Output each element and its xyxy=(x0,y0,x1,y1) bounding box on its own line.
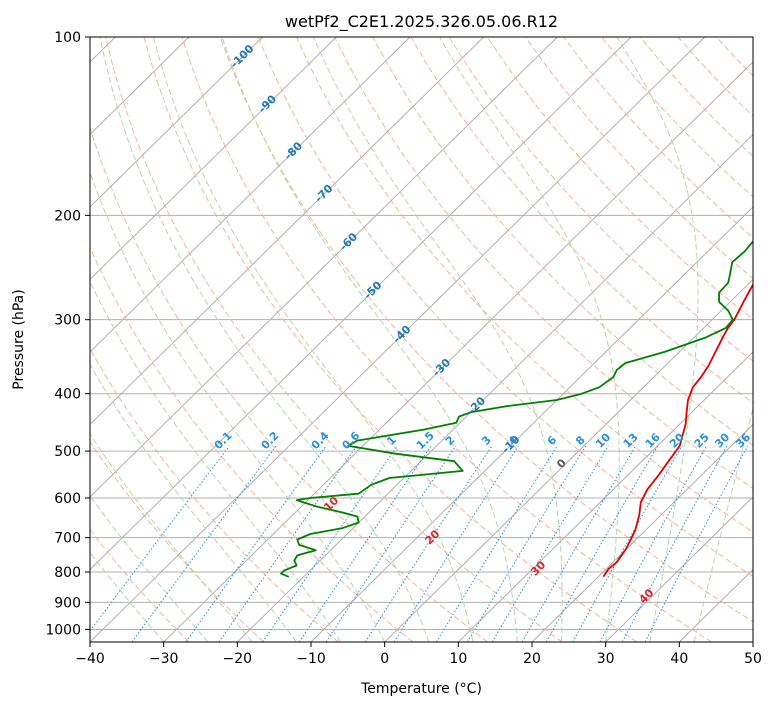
dry-adiabat-line xyxy=(90,440,264,642)
y-axis-label: Pressure (hPa) xyxy=(11,289,27,389)
moist-adiabat-line xyxy=(90,551,165,642)
dry-adiabat-line xyxy=(372,37,753,447)
axis-ticks: −40 −30 −20 −10 0 10 20 30 40 50 100 200 300 400 500 60… xyxy=(45,30,762,667)
isotherm-line xyxy=(310,206,753,642)
dry-adiabat-line xyxy=(90,348,339,642)
x-tick-label: 0 xyxy=(380,651,389,667)
x-tick-label: −10 xyxy=(296,651,326,667)
mixing-ratio-line xyxy=(599,445,707,642)
y-tick-label: 1000 xyxy=(45,622,81,638)
isotherm-line xyxy=(236,133,753,642)
y-tick-label: 800 xyxy=(54,565,81,581)
x-tick-label: −40 xyxy=(75,651,105,667)
mixing-ratio-line xyxy=(435,445,558,642)
moist-adiabat-line xyxy=(90,363,297,642)
y-tick-label: 600 xyxy=(54,491,81,507)
mixing-ratio-line xyxy=(262,445,398,642)
x-axis-label: Temperature (°C) xyxy=(360,681,482,697)
dry-adiabat-line xyxy=(90,126,488,642)
moist-adiabat-line xyxy=(90,494,209,642)
dry-adiabat-line xyxy=(257,37,753,578)
y-tick-label: 500 xyxy=(54,444,81,460)
moist-adiabat-line xyxy=(312,37,563,642)
mixing-ratio-line xyxy=(491,445,609,642)
dry-adiabat-line xyxy=(334,37,753,490)
mixing-ratio-line xyxy=(185,445,327,642)
isotherm-line xyxy=(90,37,485,426)
x-tick-label: 50 xyxy=(744,651,762,667)
isotherm-line xyxy=(531,423,753,642)
mixing-ratio-line xyxy=(572,445,683,642)
dry-adiabat-line xyxy=(90,528,190,642)
isotherm-line xyxy=(384,278,753,642)
mixing-ratio-line xyxy=(298,445,432,642)
y-tick-label: 200 xyxy=(54,208,81,224)
y-tick-label: 300 xyxy=(54,313,81,329)
isotherm-line xyxy=(90,37,632,571)
moist-adiabat-line xyxy=(439,37,620,642)
isotherm-line xyxy=(90,37,337,281)
plot-background xyxy=(90,37,753,642)
moist-adiabat-line xyxy=(153,37,474,642)
moist-adiabat-line xyxy=(90,170,386,642)
dry-adiabat-line xyxy=(486,37,753,321)
mixing-ratio-line xyxy=(393,445,519,642)
dry-adiabat-line xyxy=(143,37,638,642)
mixing-ratio-line xyxy=(364,445,493,642)
isotherm-line xyxy=(457,351,753,642)
x-tick-label: −20 xyxy=(223,651,253,667)
dry-adiabat-line xyxy=(448,37,753,362)
x-tick-label: 40 xyxy=(670,651,688,667)
isotherm-line xyxy=(90,37,558,498)
isotherm-line xyxy=(605,496,753,642)
dry-adiabat-line xyxy=(181,37,712,642)
moist-adiabat-line xyxy=(90,280,341,642)
mixing-ratio-line xyxy=(131,445,277,642)
x-tick-label: −30 xyxy=(149,651,179,667)
moist-adiabat-line xyxy=(90,433,253,642)
y-tick-label: 100 xyxy=(54,30,81,46)
mixing-ratio-line xyxy=(545,445,659,642)
y-tick-label: 400 xyxy=(54,387,81,403)
moist-adiabat-line xyxy=(616,37,699,642)
isotherm-line xyxy=(90,37,264,208)
plot-frame xyxy=(89,36,754,643)
dry-adiabat-line xyxy=(296,37,753,533)
mixing-ratio-line xyxy=(467,445,587,642)
isotherm-line xyxy=(90,37,411,353)
dry-adiabat-line xyxy=(219,37,753,623)
mixing-ratio-line xyxy=(90,445,230,632)
x-tick-label: 20 xyxy=(523,651,541,667)
dewpoint-line xyxy=(280,239,753,578)
isotherm-line xyxy=(90,37,706,642)
chart-title: wetPf2_C2E1.2025.326.05.06.R12 xyxy=(285,12,558,32)
background-lines xyxy=(90,37,753,642)
mixing-ratio-line xyxy=(325,445,457,642)
moist-adiabat-line xyxy=(99,37,430,642)
x-tick-label: 30 xyxy=(597,651,615,667)
y-tick-label: 700 xyxy=(54,531,81,547)
profile-series xyxy=(280,239,753,578)
dry-adiabat-line xyxy=(90,246,414,642)
temperature-line xyxy=(602,282,753,578)
y-tick-label: 900 xyxy=(54,595,81,611)
mixing-ratio-line xyxy=(521,445,637,642)
isotherm-line xyxy=(163,61,753,642)
mixing-ratio-line xyxy=(218,445,358,642)
dry-adiabat-line xyxy=(105,37,563,642)
x-tick-label: 10 xyxy=(449,651,467,667)
